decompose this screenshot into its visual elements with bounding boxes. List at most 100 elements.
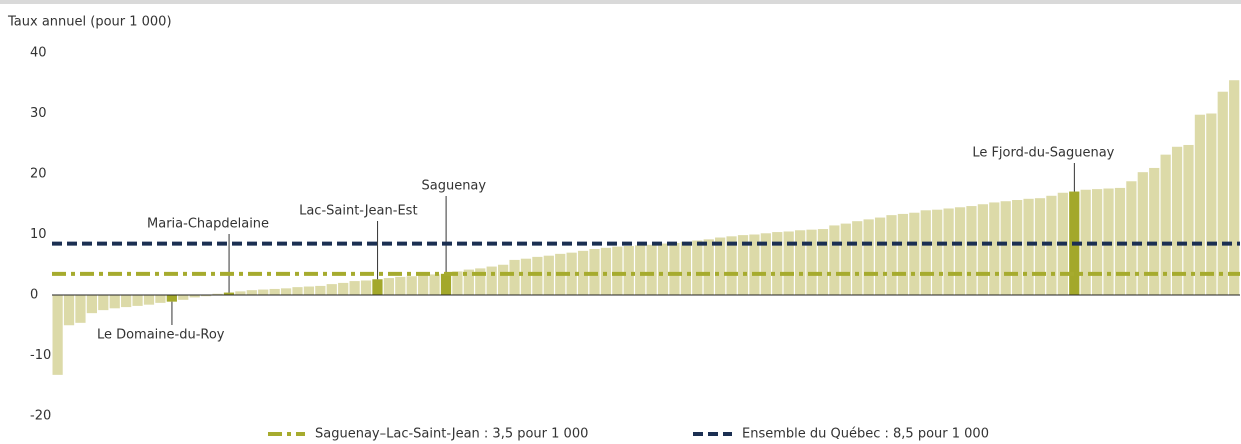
bar [989, 202, 1000, 295]
bar [509, 259, 520, 295]
bar [155, 295, 166, 303]
bar [1183, 144, 1194, 295]
bar [1206, 113, 1217, 295]
bar [315, 285, 326, 295]
bar [406, 276, 417, 295]
bar [269, 288, 280, 295]
bar [909, 212, 920, 295]
bar [920, 210, 931, 295]
bar [680, 241, 691, 295]
legend-label: Ensemble du Québec : 8,5 pour 1 000 [742, 427, 989, 442]
bar [349, 281, 360, 295]
bar [395, 276, 406, 295]
bar [429, 274, 440, 295]
bar [1126, 181, 1137, 295]
y-tick-label: -10 [30, 348, 51, 363]
bar [954, 207, 966, 295]
bar [86, 295, 97, 314]
bar [1217, 91, 1228, 295]
bar [383, 278, 394, 295]
bar [600, 247, 612, 295]
y-tick-label: 40 [30, 46, 47, 61]
bar [475, 268, 486, 295]
bar [829, 225, 840, 295]
bar [463, 269, 474, 295]
bar [360, 280, 372, 295]
bar [1171, 146, 1183, 295]
bar [657, 243, 669, 295]
top-rule [0, 0, 1241, 4]
bar [966, 206, 977, 295]
y-tick-label: 20 [30, 167, 47, 182]
bar [977, 204, 988, 295]
bar [715, 237, 726, 295]
bar [532, 256, 543, 295]
bar [737, 235, 749, 295]
bar [326, 284, 337, 295]
annotation: Le Domaine-du-Roy [97, 328, 225, 343]
bar [418, 275, 429, 295]
bar [1149, 167, 1160, 295]
bar [612, 246, 623, 295]
bar [143, 295, 155, 305]
bar [635, 245, 646, 295]
y-tick-label: -20 [30, 409, 51, 424]
bar [772, 232, 783, 295]
bar [852, 221, 863, 295]
bar [692, 240, 703, 295]
bar [1080, 189, 1091, 295]
bar [1114, 187, 1126, 295]
bar [246, 290, 257, 295]
bar [372, 279, 383, 295]
bar [280, 288, 292, 295]
bar [703, 239, 714, 295]
bar [258, 289, 269, 295]
bar [1160, 154, 1171, 295]
annotation: Lac-Saint-Jean-Est [299, 204, 417, 219]
bar [223, 292, 235, 295]
bar [726, 236, 737, 295]
bar [98, 295, 109, 311]
bar [669, 242, 680, 295]
bar [189, 295, 200, 298]
bar [235, 291, 246, 295]
bar [166, 295, 177, 302]
bar [646, 244, 657, 295]
bar [1012, 200, 1023, 295]
bar [897, 213, 909, 295]
bar [1034, 198, 1046, 295]
bar [817, 229, 829, 295]
bar [1137, 172, 1148, 295]
legend-label: Saguenay–Lac-Saint-Jean : 3,5 pour 1 000 [315, 427, 588, 442]
bar [1023, 198, 1034, 295]
annotation: Saguenay [421, 179, 486, 194]
bar [178, 295, 189, 300]
bar [806, 229, 817, 295]
bar [109, 295, 120, 309]
bar [1092, 189, 1103, 295]
bar [121, 295, 132, 308]
bar [566, 252, 577, 295]
bar [749, 234, 760, 295]
annotation: Maria-Chapdelaine [147, 217, 269, 232]
bar [498, 264, 509, 295]
bar [943, 208, 954, 295]
bar [1194, 114, 1206, 296]
bar [520, 258, 532, 295]
y-axis-label: Taux annuel (pour 1 000) [7, 15, 172, 30]
bar [292, 287, 303, 295]
bar [840, 223, 851, 295]
bar [303, 286, 315, 295]
bar [52, 295, 63, 375]
bar [132, 295, 143, 306]
y-tick-label: 10 [30, 227, 47, 242]
bar [760, 233, 771, 295]
bar [1000, 201, 1011, 295]
y-tick-label: 30 [30, 106, 47, 121]
bar [795, 230, 806, 295]
bar [863, 219, 874, 295]
bar [452, 271, 463, 295]
bar [577, 250, 589, 295]
bar [338, 282, 349, 295]
